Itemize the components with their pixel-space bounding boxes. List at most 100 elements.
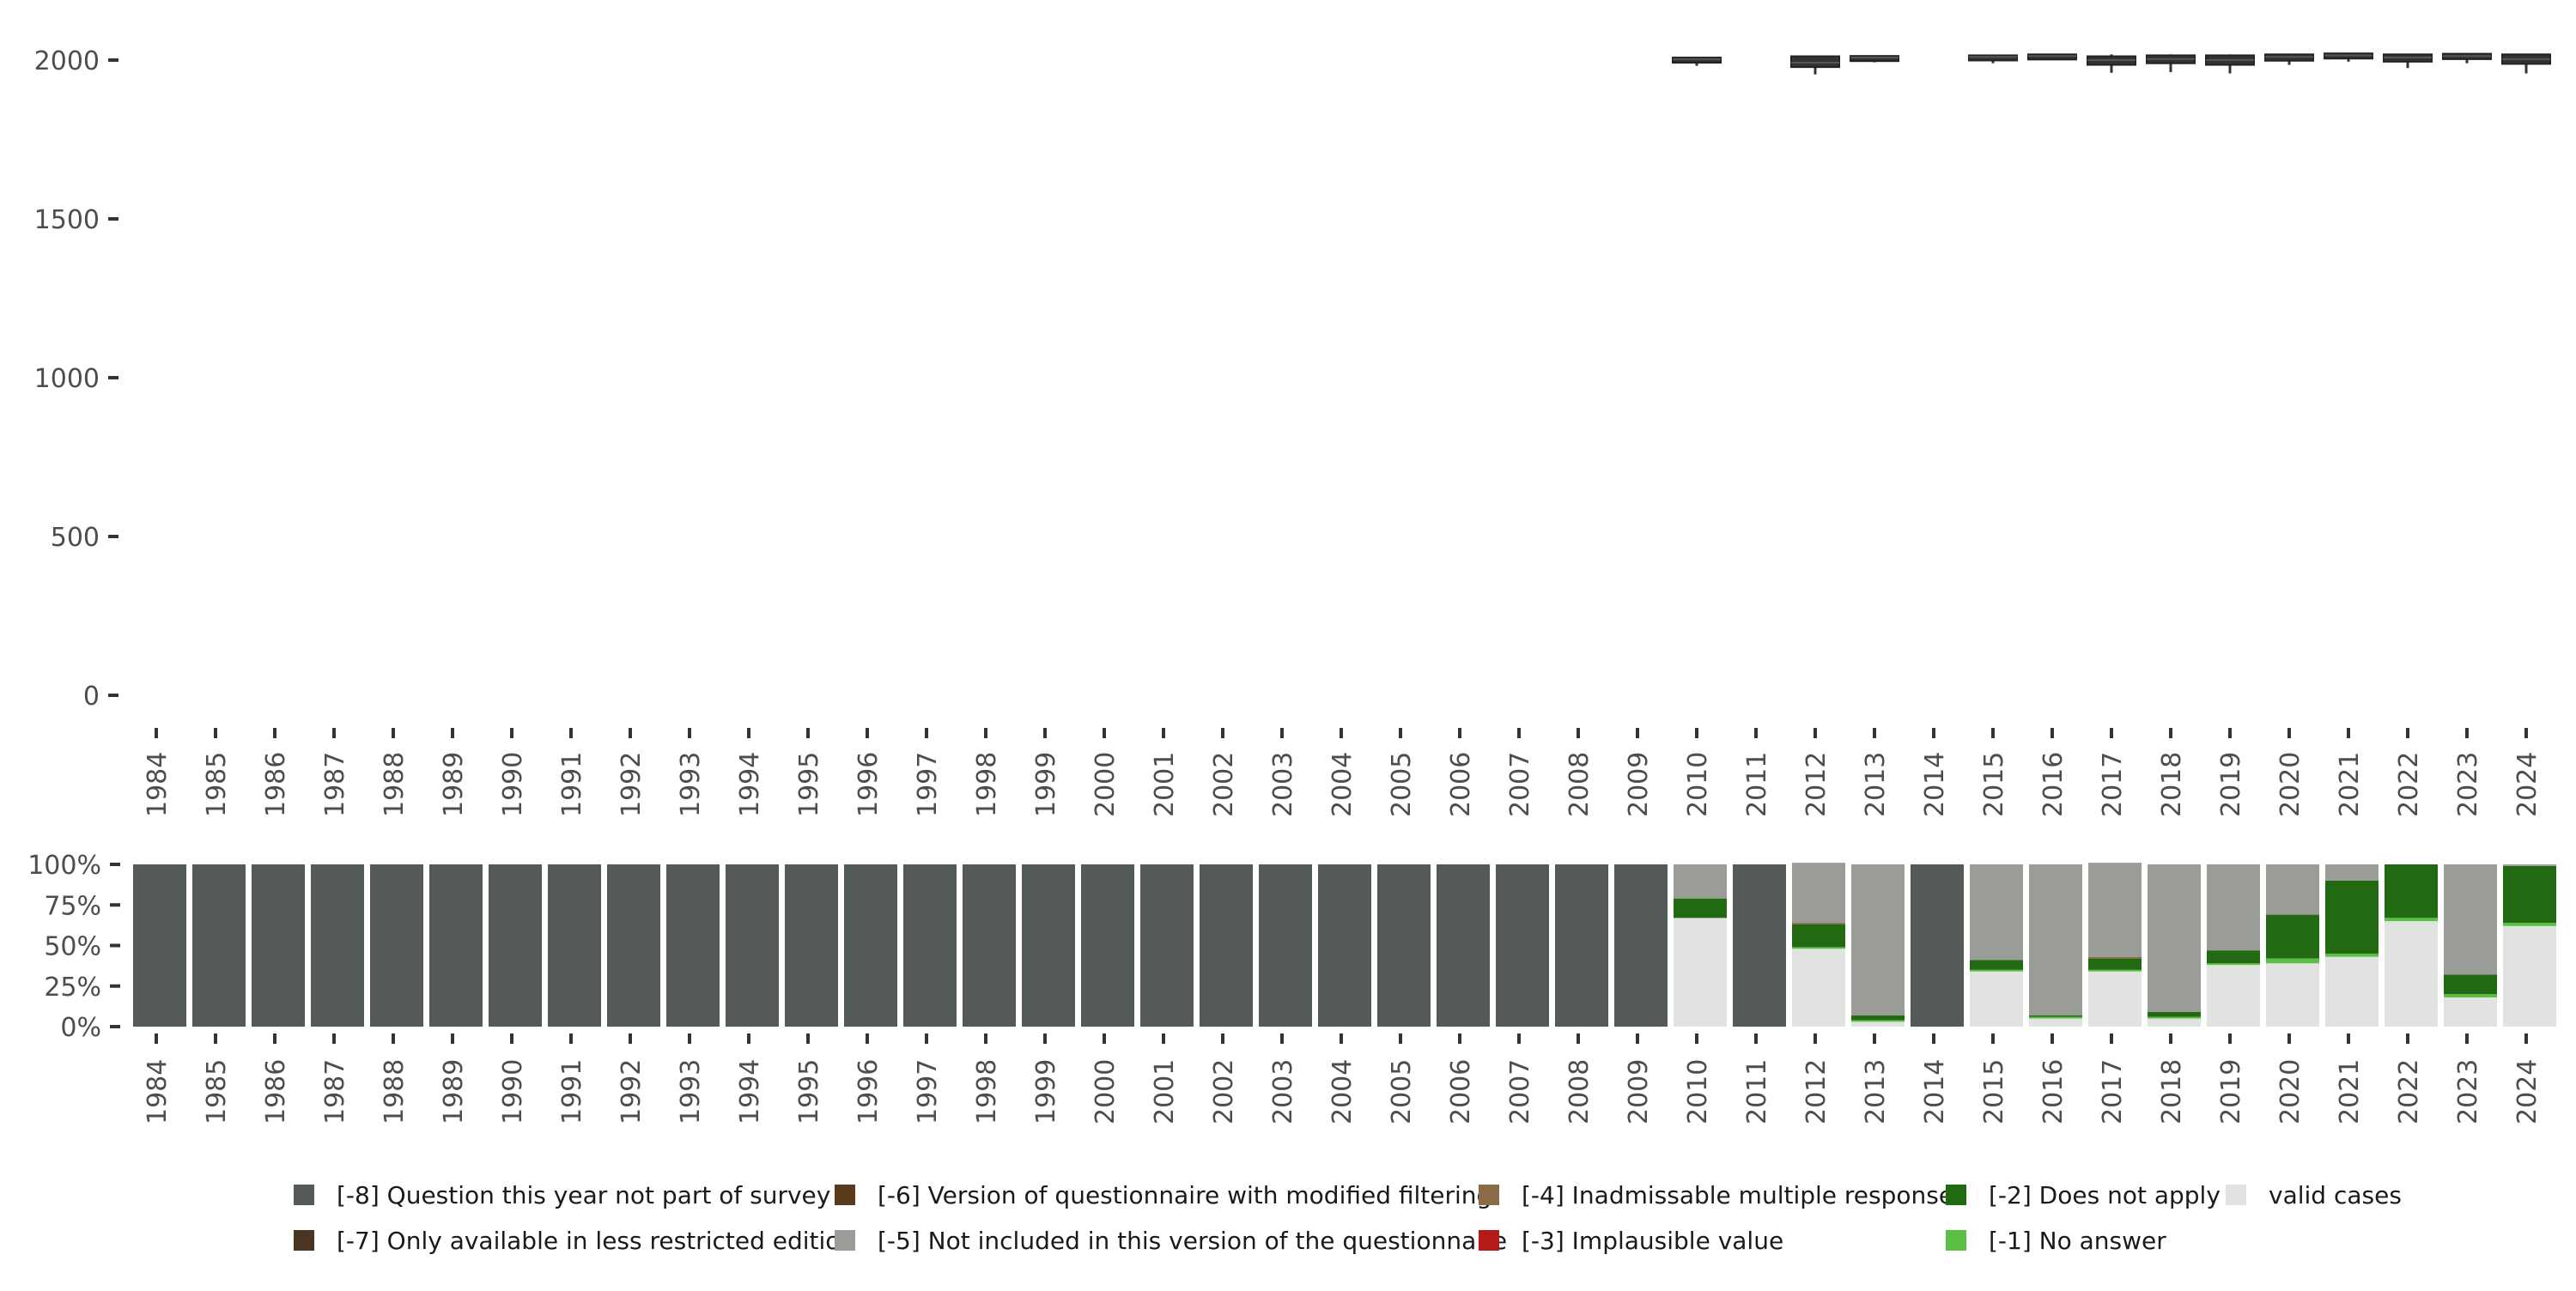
box-body — [1790, 55, 1840, 69]
top-x-tick-label: 1999 — [1031, 752, 1061, 817]
bottom-x-tick-label: 2010 — [1683, 1059, 1713, 1124]
bottom-x-tick-label: 2011 — [1742, 1059, 1772, 1124]
bottom-x-tick-label: 2020 — [2275, 1059, 2306, 1124]
bar-segment-m1 — [1851, 1020, 1905, 1022]
top-x-tick-label: 1991 — [557, 752, 587, 817]
bar-1995 — [785, 864, 838, 1027]
bar-2019 — [2207, 864, 2260, 1027]
bar-segment-m2 — [2325, 880, 2379, 954]
legend-label: [-3] Implausible value — [1522, 1227, 1783, 1255]
bar-segment-m8 — [1022, 864, 1075, 1027]
box-body — [1850, 55, 1899, 63]
top-y-tick-label: 2000 — [34, 46, 100, 76]
bar-segment-valid — [1792, 949, 1845, 1027]
bar-segment-m4 — [1792, 923, 1845, 924]
top-x-tick-label: 1994 — [735, 752, 765, 817]
legend-swatch — [1946, 1185, 1966, 1205]
bar-segment-valid — [2444, 997, 2497, 1027]
bar-segment-m5 — [1970, 864, 2023, 961]
bar-2016 — [2029, 864, 2082, 1027]
bar-segment-m2 — [1674, 898, 1727, 918]
bar-1988 — [370, 864, 423, 1027]
bar-segment-m2 — [1792, 924, 1845, 948]
top-x-tick-label: 1986 — [261, 752, 291, 817]
bar-segment-m8 — [252, 864, 305, 1027]
bottom-y-tick-label: 0% — [60, 1013, 101, 1043]
bottom-x-tick-label: 2008 — [1564, 1059, 1595, 1124]
bar-segment-m2 — [2088, 958, 2142, 970]
top-x-tick-label: 2016 — [2038, 752, 2069, 817]
bar-1985 — [192, 864, 246, 1027]
bar-2023 — [2444, 864, 2497, 1027]
bottom-x-tick-label: 1988 — [380, 1059, 410, 1124]
bottom-x-tick-label: 1997 — [913, 1059, 943, 1124]
legend-item-m8: [-8] Question this year not part of surv… — [294, 1181, 830, 1209]
bar-2005 — [1377, 864, 1431, 1027]
top-x-tick-label: 2001 — [1150, 752, 1180, 817]
bottom-x-tick-label: 2015 — [1979, 1059, 2009, 1124]
legend-swatch — [1946, 1230, 1966, 1251]
legend-swatch — [1479, 1230, 1499, 1251]
bottom-x-tick-label: 1994 — [735, 1059, 765, 1124]
top-x-tick-label: 1988 — [380, 752, 410, 817]
legend-item-valid: valid cases — [2226, 1181, 2402, 1209]
legend-label: [-1] No answer — [1989, 1227, 2166, 1255]
bar-2024 — [2503, 864, 2556, 1027]
bottom-y-tick-label: 75% — [44, 891, 101, 921]
bar-segment-m8 — [133, 864, 186, 1027]
top-x-tick-label: 2006 — [1446, 752, 1476, 817]
bottom-x-tick-label: 2002 — [1209, 1059, 1239, 1124]
bar-segment-m2 — [1970, 960, 2023, 970]
bar-segment-m1 — [1792, 947, 1845, 949]
bar-segment-m8 — [311, 864, 364, 1027]
top-x-tick-label: 2003 — [1268, 752, 1298, 817]
bottom-x-tick-label: 1992 — [617, 1059, 647, 1124]
legend-item-m3: [-3] Implausible value — [1479, 1227, 1783, 1255]
bar-segment-m8 — [1614, 864, 1668, 1027]
bottom-x-tick-label: 2019 — [2216, 1059, 2246, 1124]
legend-swatch — [294, 1230, 314, 1251]
top-x-tick-label: 2014 — [1920, 752, 1950, 817]
box-2024 — [2501, 53, 2551, 74]
box-2013 — [1850, 55, 1899, 63]
bar-segment-m1 — [2385, 918, 2438, 922]
top-x-tick-label: 1989 — [439, 752, 469, 817]
bar-segment-valid — [2266, 963, 2319, 1027]
top-x-tick-label: 2018 — [2157, 752, 2187, 817]
bar-segment-m8 — [489, 864, 542, 1027]
legend-swatch — [835, 1185, 855, 1205]
bottom-x-tick-label: 2013 — [1861, 1059, 1891, 1124]
box-2019 — [2205, 54, 2255, 74]
bottom-y-tick-label: 25% — [44, 973, 101, 1003]
bottom-x-tick-label: 1993 — [676, 1059, 706, 1124]
bottom-x-tick-label: 1990 — [498, 1059, 528, 1124]
bar-segment-m2 — [2148, 1011, 2201, 1017]
bottom-x-tick-label: 1987 — [320, 1059, 350, 1124]
bar-segment-m8 — [370, 864, 423, 1027]
top-x-tick-label: 2023 — [2453, 752, 2483, 817]
bar-2011 — [1733, 864, 1786, 1027]
bottom-x-tick-label: 2021 — [2335, 1059, 2365, 1124]
legend-label: [-4] Inadmissable multiple response — [1522, 1181, 1953, 1209]
bar-segment-m8 — [1081, 864, 1134, 1027]
top-x-tick-label: 2008 — [1564, 752, 1595, 817]
bar-segment-m8 — [1318, 864, 1371, 1027]
bar-1989 — [429, 864, 483, 1027]
boxplot-panel: 0 500 1000 1500 2000 1984 1985 1986 1987 1988 1989… — [34, 46, 2551, 817]
bar-segment-m5 — [2207, 864, 2260, 951]
bar-1993 — [666, 864, 720, 1027]
bar-segment-valid — [2503, 925, 2556, 1027]
bar-segment-m8 — [1437, 864, 1490, 1027]
bar-2013 — [1851, 864, 1905, 1027]
legend-swatch — [1479, 1185, 1499, 1205]
top-x-tick-label: 1996 — [854, 752, 884, 817]
box-2012 — [1790, 55, 1840, 75]
bottom-x-tick-label: 1998 — [972, 1059, 1002, 1124]
bar-segment-m2 — [2444, 974, 2497, 995]
bar-2006 — [1437, 864, 1490, 1027]
bar-segment-m8 — [963, 864, 1016, 1027]
top-x-tick-label: 2024 — [2512, 752, 2543, 817]
bottom-x-tick-label: 1985 — [202, 1059, 232, 1124]
bar-1996 — [844, 864, 897, 1027]
top-x-tick-label: 2019 — [2216, 752, 2246, 817]
